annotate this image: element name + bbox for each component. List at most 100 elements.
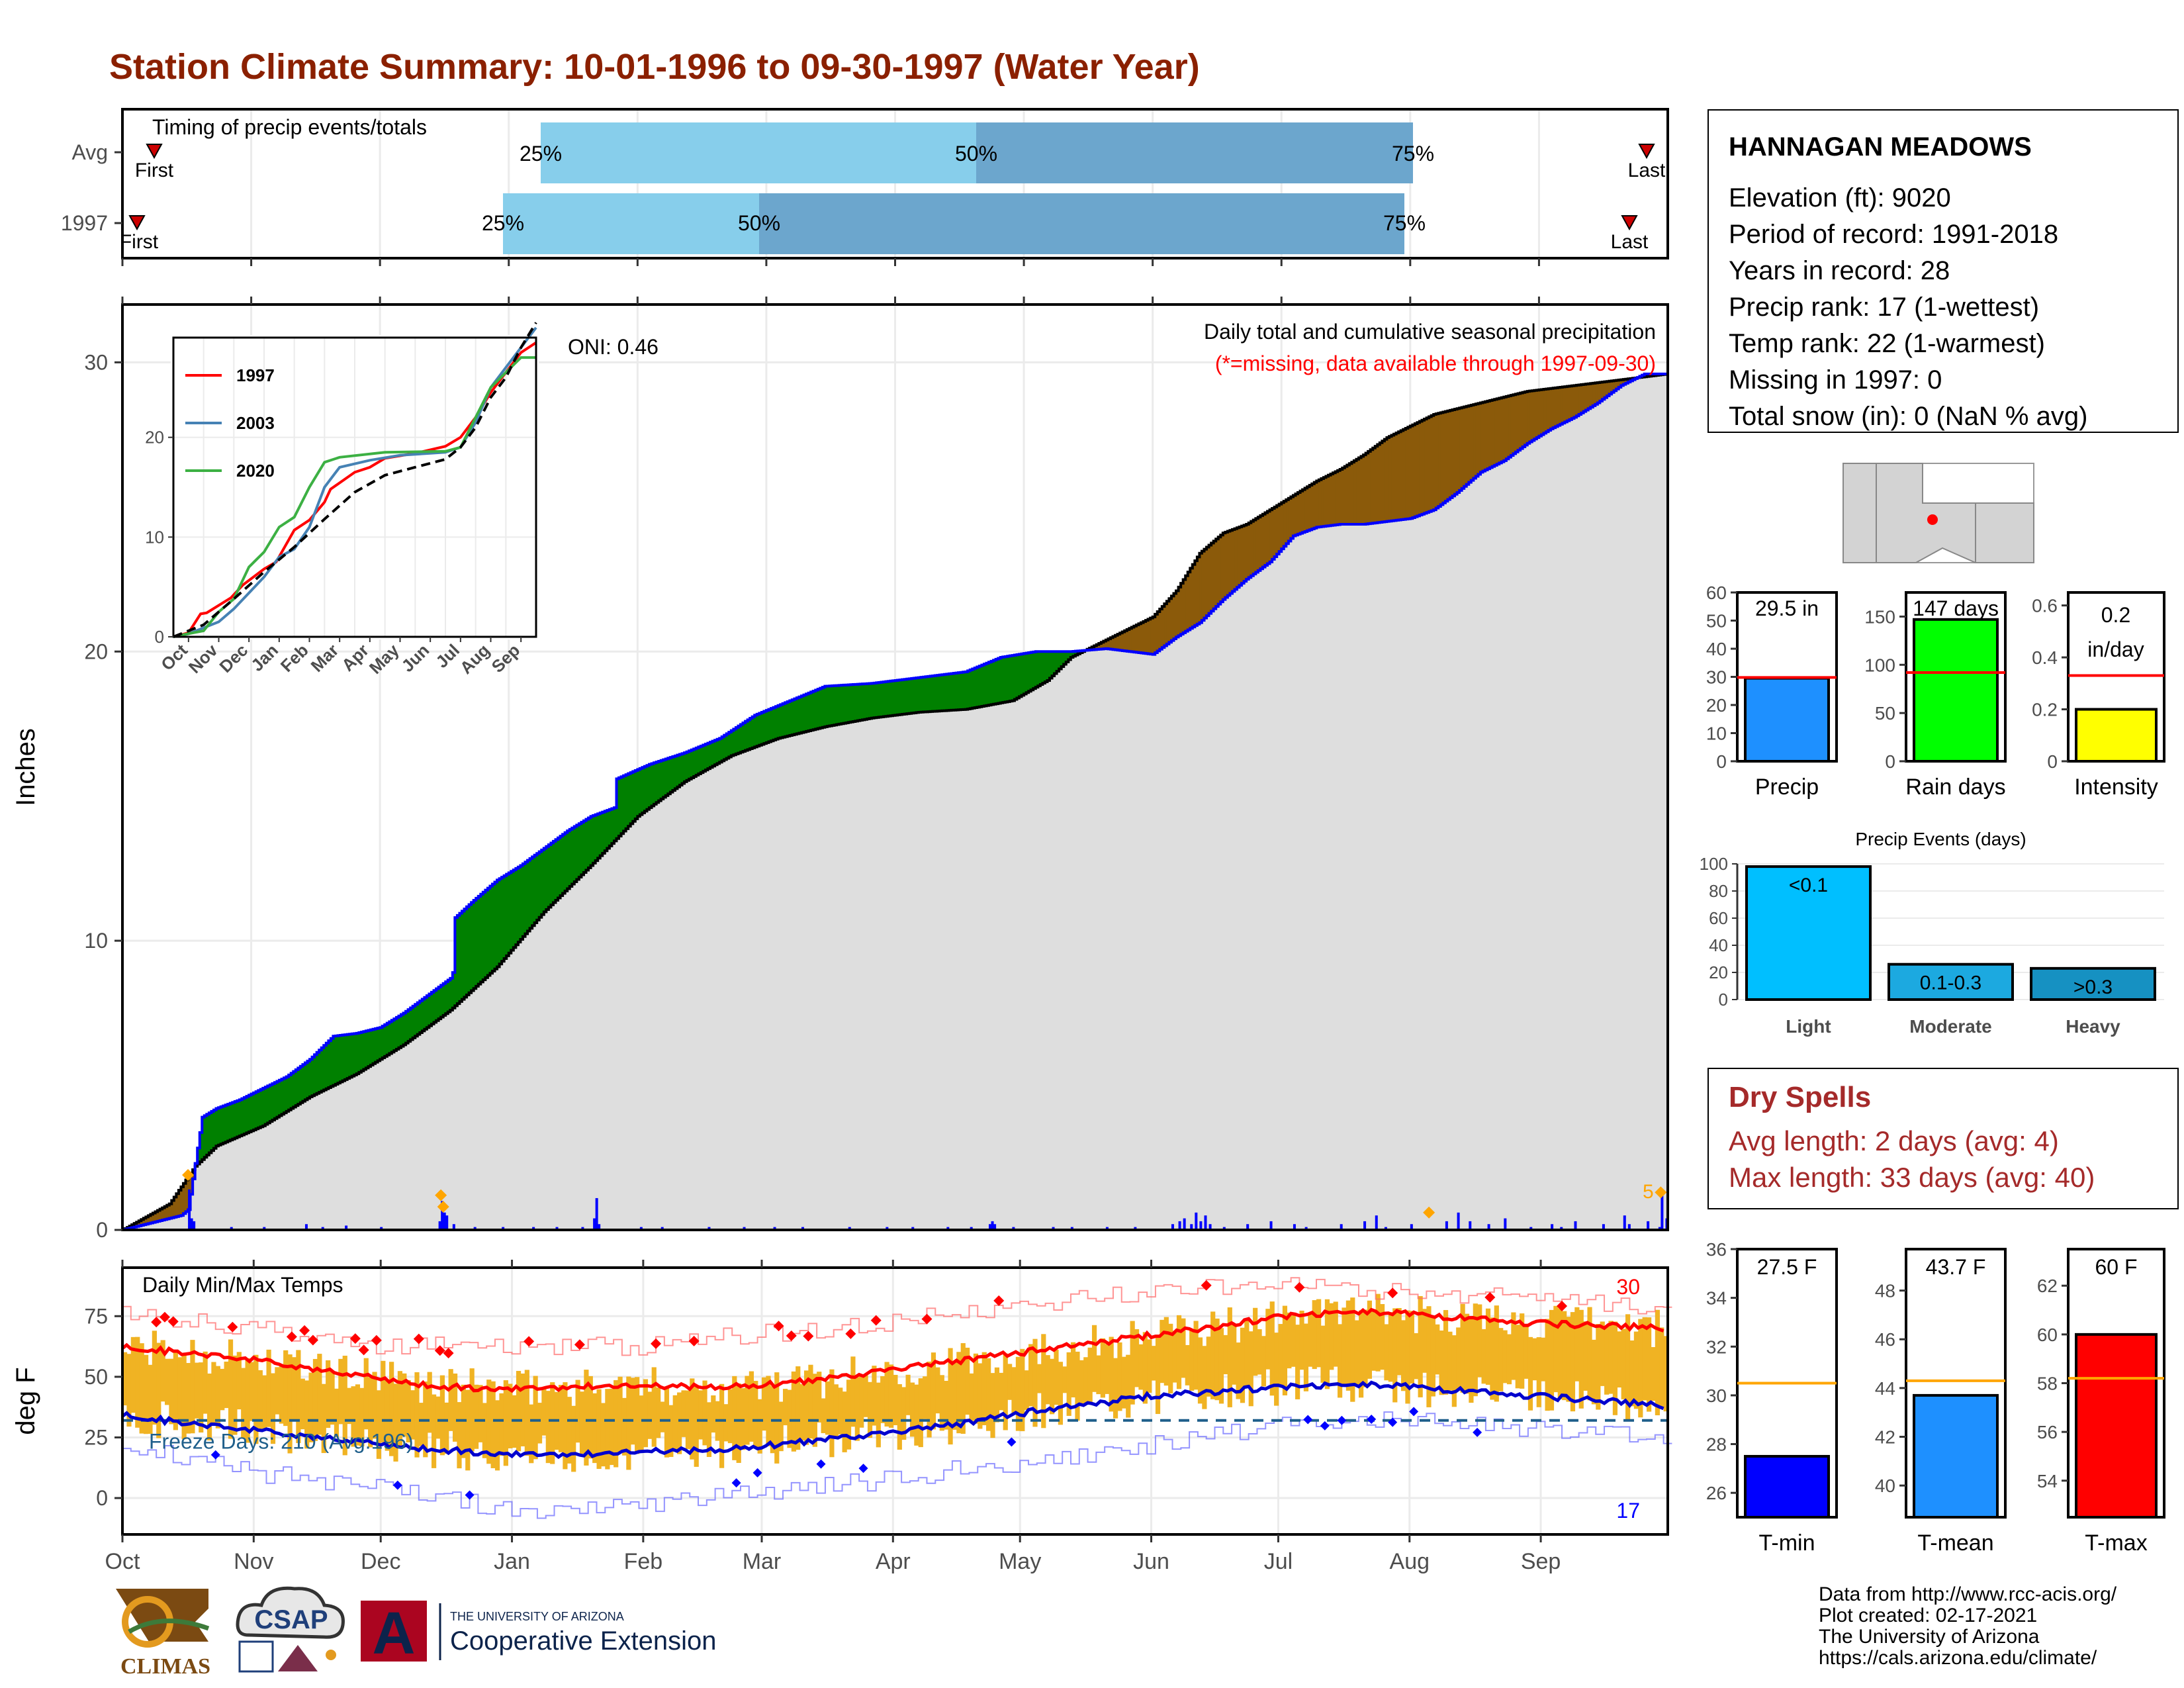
footer-credits: Data from http://www.rcc-acis.org/ Plot … — [1819, 1584, 2116, 1669]
timing-title: Timing of precip events/totals — [152, 115, 427, 139]
inset-xtick-label: Jun — [398, 640, 433, 676]
ua-block-a-icon: A THE UNIVERSITY OF ARIZONA Cooperative … — [361, 1601, 716, 1667]
wetter-than-avg-band — [986, 663, 989, 706]
daily-temp-bar — [690, 1378, 695, 1460]
daily-temp-bar — [1142, 1332, 1148, 1404]
timing-avg-p50-label: 50% — [955, 142, 997, 165]
wetter-than-avg-band — [968, 671, 971, 709]
wetter-than-avg-band — [738, 726, 741, 753]
wetter-than-avg-band — [553, 841, 557, 903]
daily-temp-bar — [1345, 1300, 1351, 1391]
drier-than-avg-band — [1216, 539, 1219, 607]
wetter-than-avg-band — [607, 810, 610, 849]
wetter-than-avg-band — [473, 900, 477, 989]
daily-temp-bar — [1367, 1300, 1372, 1379]
wetter-than-avg-band — [284, 1078, 287, 1113]
events-ytick-label: 80 — [1709, 881, 1728, 901]
drier-than-avg-band — [183, 1183, 187, 1214]
daily-temp-bar — [1295, 1325, 1300, 1399]
wetter-than-avg-band — [387, 1023, 390, 1055]
daily-temp-bar — [253, 1354, 259, 1444]
wetter-than-avg-band — [502, 877, 505, 962]
daily-temp-bar — [1485, 1308, 1491, 1385]
record-low-marker — [210, 1450, 220, 1460]
summary-temp-value: 27.5 F — [1757, 1255, 1817, 1279]
precip-event-marker — [182, 1168, 195, 1181]
daily-precip-bar — [345, 1225, 348, 1230]
wetter-than-avg-band — [234, 1102, 238, 1139]
daily-temp-bar — [630, 1378, 635, 1445]
drier-than-avg-band — [1113, 636, 1116, 650]
drier-than-avg-band — [1616, 380, 1619, 389]
daily-temp-bar — [571, 1405, 576, 1472]
daily-precip-bar — [1178, 1221, 1181, 1230]
summary-rain-days-bar — [1913, 618, 1999, 763]
drier-than-avg-band — [1134, 626, 1137, 653]
drier-than-avg-band — [1333, 473, 1336, 526]
drier-than-avg-band — [1496, 399, 1500, 465]
drier-than-avg-band — [1328, 475, 1332, 526]
daily-precip-bar — [1658, 1227, 1661, 1230]
record-low-marker — [465, 1490, 475, 1500]
daily-precip-bar — [452, 1224, 455, 1230]
daily-temp-bar — [1617, 1331, 1622, 1388]
daily-temp-bar — [825, 1381, 831, 1435]
daily-temp-bar — [300, 1378, 305, 1430]
drier-than-avg-band — [1482, 402, 1486, 471]
daily-temp-bar — [838, 1387, 843, 1434]
wetter-than-avg-band — [258, 1090, 261, 1128]
drier-than-avg-band — [1457, 408, 1460, 492]
daily-temp-bar — [1621, 1329, 1626, 1399]
daily-precip-bar — [946, 1227, 950, 1230]
daily-temp-bar — [275, 1367, 280, 1415]
daily-temp-bar — [1553, 1305, 1559, 1393]
daily-temp-bar — [1498, 1328, 1504, 1391]
wetter-than-avg-band — [375, 1028, 379, 1062]
daily-temp-bar — [1338, 1324, 1343, 1398]
daily-temp-bar — [749, 1371, 754, 1442]
precip-ytick-label: 0 — [96, 1218, 108, 1242]
wetter-than-avg-band — [923, 677, 927, 712]
wetter-than-avg-band — [913, 678, 917, 713]
month-axis-label: Sep — [1521, 1549, 1561, 1574]
wetter-than-avg-band — [785, 702, 788, 737]
wetter-than-avg-band — [852, 684, 856, 722]
wetter-than-avg-band — [649, 764, 653, 808]
drier-than-avg-band — [1272, 508, 1275, 559]
wetter-than-avg-band — [253, 1092, 257, 1130]
month-axis-label: Mar — [743, 1549, 782, 1574]
drier-than-avg-band — [1326, 476, 1329, 526]
wetter-than-avg-band — [700, 745, 704, 773]
wetter-than-avg-band — [902, 679, 905, 715]
daily-temp-bar — [1240, 1327, 1246, 1403]
climas-emblem-icon: CLIMAS — [116, 1589, 210, 1679]
daily-temp-bar — [1066, 1352, 1071, 1416]
wetter-than-avg-band — [424, 997, 428, 1029]
daily-temp-bar — [567, 1397, 572, 1464]
daily-temp-bar — [1181, 1318, 1186, 1378]
daily-temp-bar — [600, 1403, 606, 1467]
drier-than-avg-band — [1583, 384, 1586, 412]
drier-than-avg-band — [1356, 459, 1359, 525]
wetter-than-avg-band — [1009, 655, 1013, 702]
drier-than-avg-band — [1414, 423, 1418, 517]
drier-than-avg-band — [1440, 412, 1443, 505]
wetter-than-avg-band — [408, 1009, 411, 1042]
daily-temp-bar — [799, 1384, 805, 1440]
daily-temp-bar — [262, 1375, 267, 1429]
wetter-than-avg-band — [513, 870, 516, 948]
daily-temp-bar — [1562, 1311, 1567, 1401]
drier-than-avg-band — [1499, 398, 1502, 463]
wetter-than-avg-band — [263, 1088, 266, 1126]
record-low-marker — [731, 1478, 741, 1488]
drier-than-avg-band — [138, 1221, 142, 1226]
summary-precip-value: 29.5 in — [1755, 596, 1819, 620]
daily-temp-bar — [1490, 1317, 1495, 1400]
summary-precip-ytick-label: 20 — [1706, 695, 1727, 716]
daily-temp-bar — [1447, 1331, 1453, 1391]
wetter-than-avg-band — [338, 1035, 341, 1084]
drier-than-avg-band — [1178, 586, 1181, 636]
wetter-than-avg-band — [590, 816, 594, 866]
daily-temp-bar — [177, 1357, 183, 1423]
wetter-than-avg-band — [492, 884, 496, 971]
